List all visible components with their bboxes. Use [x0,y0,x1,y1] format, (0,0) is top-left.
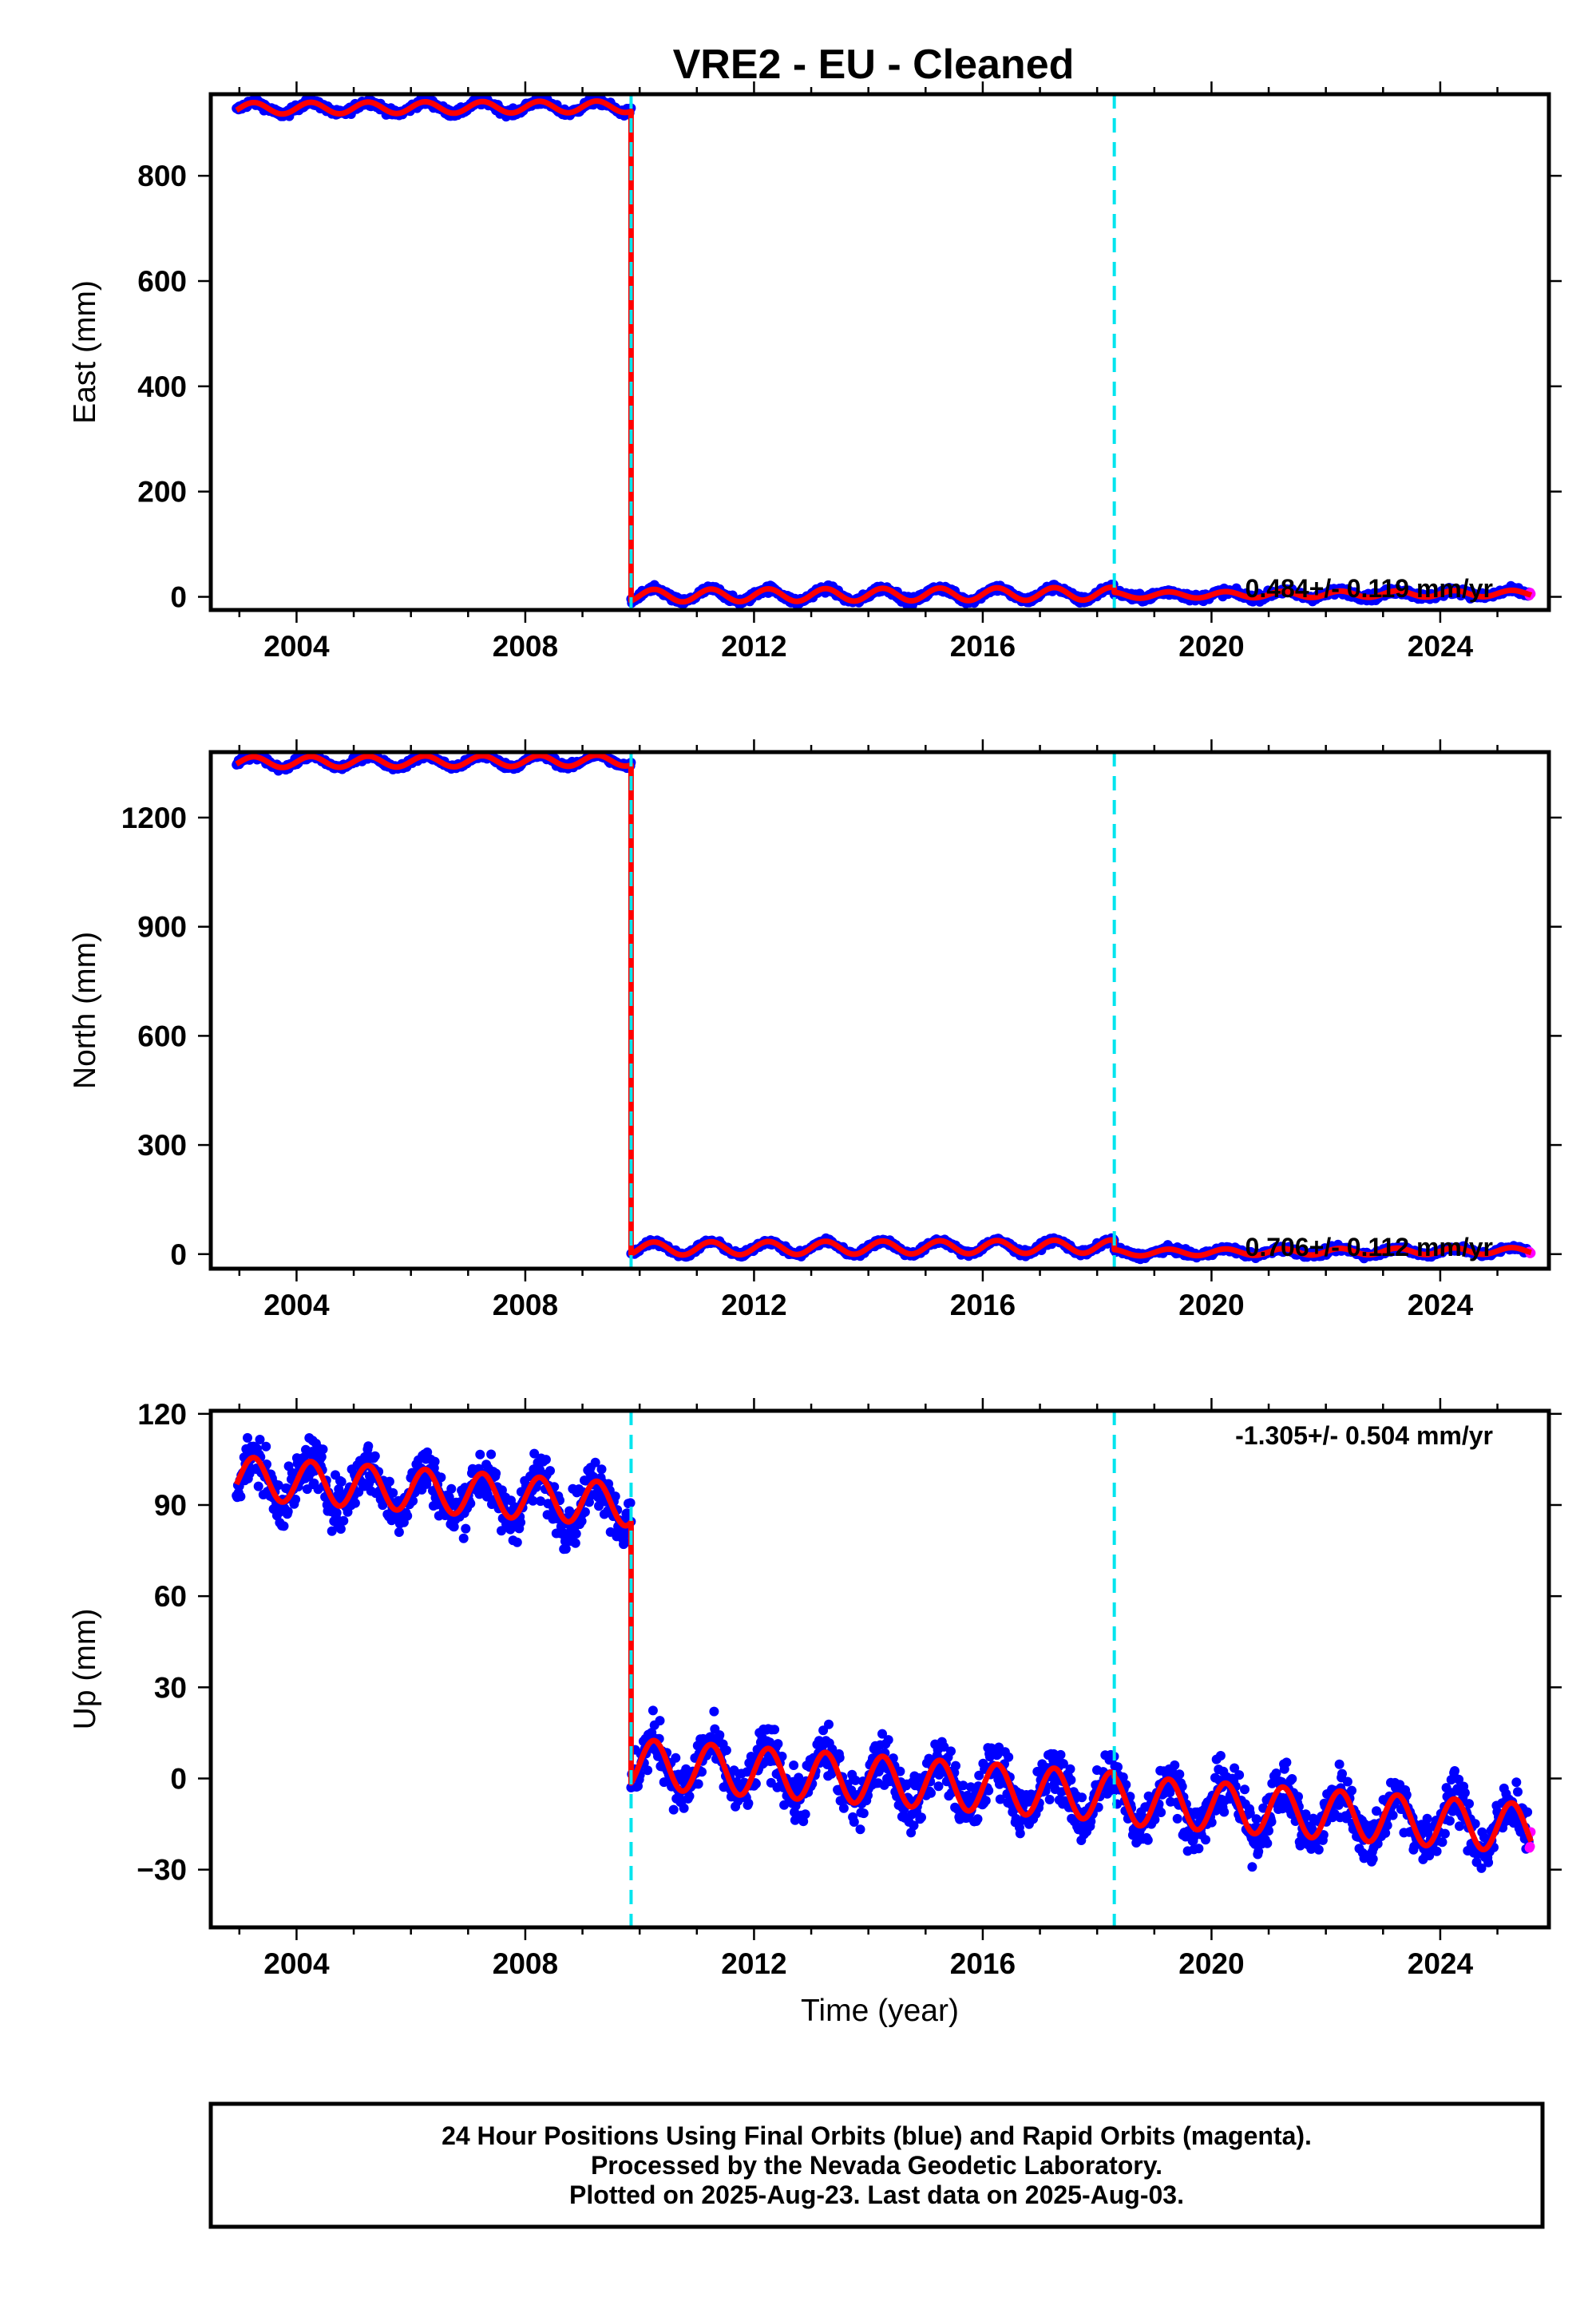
east-model-curve [234,98,1534,605]
panel-north: 2004 2008 2012 2016 2020 2024 0 300 600 900 1200 No… [68,739,1562,1321]
x-tick-label: 2020 [1178,1289,1244,1321]
north-plot-frame [208,750,1551,1271]
y-tick-label: 200 [137,476,187,509]
north-observations [232,752,1536,1265]
x-tick-label: 2012 [721,630,786,663]
data-point [384,1476,394,1487]
up-observations [232,1432,1536,1873]
panel-east: 2004 2008 2012 2016 2020 2024 0 200 400 600 800 Eas… [68,81,1562,663]
data-point [253,1481,263,1491]
data-point [668,1804,679,1815]
data-point [946,1746,956,1757]
data-point [770,1725,780,1735]
data-point [800,1809,810,1820]
data-point [834,1753,845,1763]
x-tick-label: 2020 [1178,630,1244,663]
data-point [461,1523,471,1534]
data-point [917,1812,926,1823]
y-tick-label: 600 [137,265,187,298]
y-tick-label: 400 [137,370,187,403]
y-tick-label: 0 [170,581,187,614]
data-point [838,1803,849,1813]
data-point [715,1730,725,1741]
east-y-axis-label: East (mm) [68,280,102,424]
x-tick-label: 2004 [263,1289,330,1321]
data-point [370,1451,380,1461]
data-point [243,1432,252,1443]
data-point [648,1705,658,1716]
chart-title: VRE2 - EU - Cleaned [673,42,1075,88]
data-point [951,1761,960,1771]
x-tick-label: 2008 [493,1289,558,1321]
data-point [402,1511,413,1521]
north-y-axis-label: North (mm) [68,932,102,1089]
east-plot-frame [208,92,1551,612]
data-point [933,1781,944,1792]
data-point [318,1444,328,1455]
x-tick-label: 2024 [1408,630,1474,663]
data-point [512,1537,522,1547]
data-point [671,1753,681,1763]
data-point [475,1449,485,1460]
x-tick-label: 2012 [721,1289,786,1321]
data-point [789,1761,799,1770]
data-point [363,1441,374,1452]
panel-up: 2004 2008 2012 2016 2020 2024−300306090120Up … [68,1398,1562,1980]
y-tick-label: 800 [137,160,187,192]
data-point [849,1817,859,1827]
north-model-curve [234,752,1534,1259]
x-tick-label: 2024 [1408,1289,1474,1321]
data-point [855,1824,865,1835]
data-point [571,1529,581,1539]
data-point [858,1808,869,1819]
data-point [541,1455,551,1465]
data-point [261,1441,271,1452]
y-tick-label: 900 [137,911,187,944]
data-point [279,1521,289,1531]
x-tick-label: 2016 [950,630,1016,663]
data-point [709,1706,719,1717]
data-point [394,1527,404,1537]
y-tick-label: 0 [170,1238,187,1271]
data-point [625,1498,636,1508]
data-point [545,1466,555,1476]
data-point [388,1487,398,1498]
y-tick-label: 600 [137,1020,187,1052]
data-point [491,1468,501,1479]
data-point [693,1779,703,1789]
east-rate-label: 0.484+/- 0.119 mm/yr [1246,574,1493,603]
data-point [596,1464,607,1475]
data-point [773,1739,783,1749]
data-point [446,1483,457,1494]
data-point [643,1765,653,1776]
data-point [824,1719,834,1729]
data-point [883,1735,893,1745]
data-point [516,1517,526,1527]
data-point [335,1524,346,1534]
data-point [283,1507,293,1517]
data-point [339,1515,349,1526]
data-point [236,1491,246,1502]
data-point [570,1538,580,1548]
data-point [679,1803,689,1813]
data-point [655,1716,665,1726]
data-point [430,1456,440,1467]
y-tick-label: 1200 [121,802,187,834]
x-tick-label: 2004 [263,630,330,663]
x-tick-label: 2008 [493,630,558,663]
data-point [350,1498,360,1508]
y-tick-label: 300 [137,1129,187,1162]
data-point [926,1788,936,1798]
data-point [721,1745,731,1756]
north-rate-label: 0.706+/- 0.112 mm/yr [1246,1233,1493,1261]
data-point [743,1798,754,1808]
data-point [336,1476,347,1487]
east-observations [232,94,1536,610]
data-point [331,1507,342,1518]
x-tick-label: 2016 [950,1289,1016,1321]
data-point [458,1533,469,1543]
data-point [486,1449,497,1460]
